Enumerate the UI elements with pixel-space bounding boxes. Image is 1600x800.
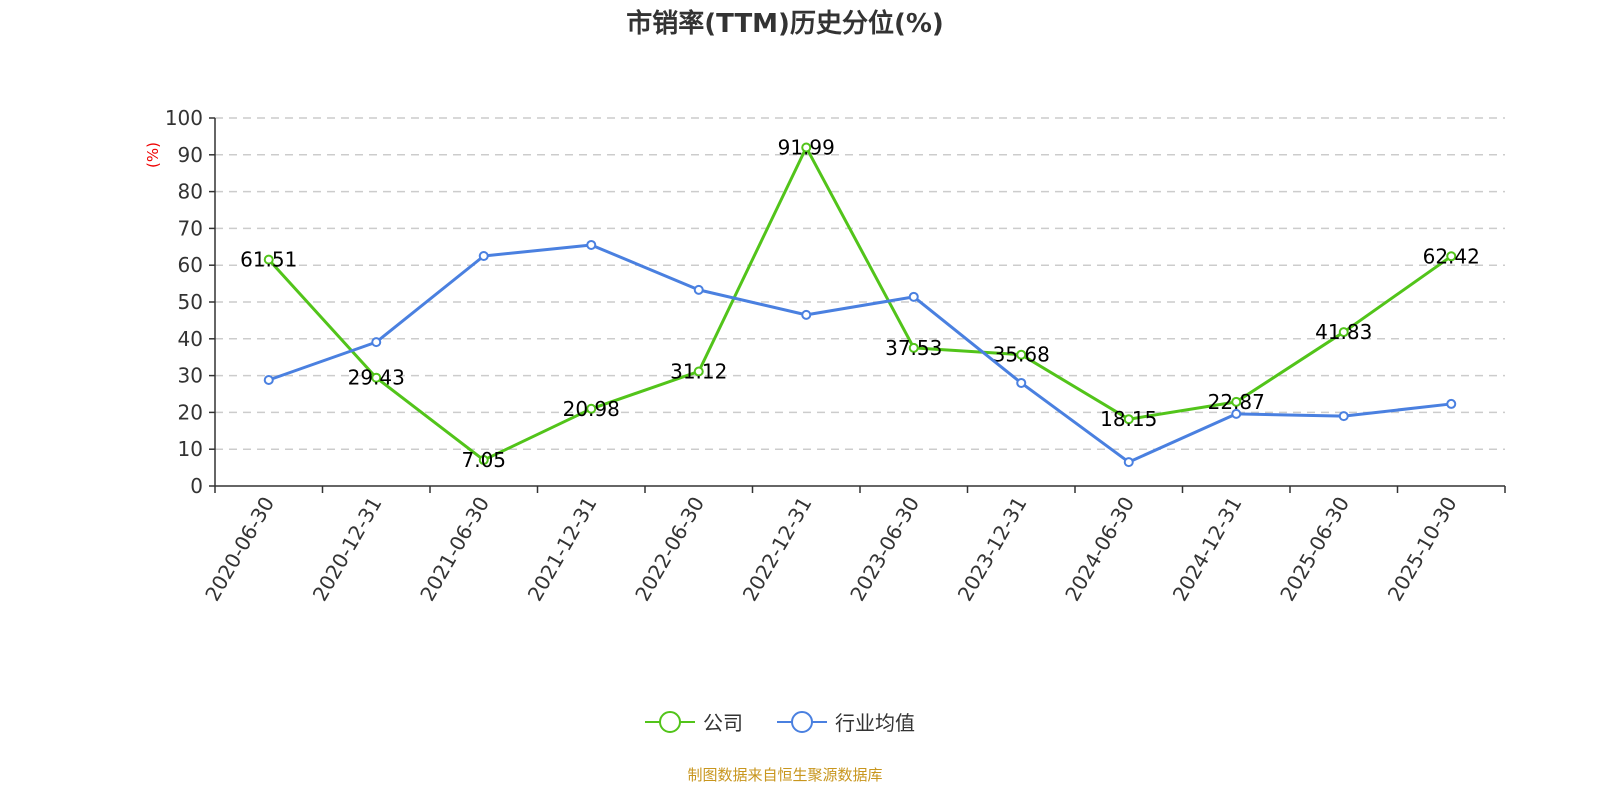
x-tick-label: 2025-10-30 <box>1383 493 1462 606</box>
x-tick-label: 2021-06-30 <box>415 493 494 606</box>
data-point <box>693 284 704 295</box>
y-tick-label: 80 <box>178 180 203 204</box>
y-tick-label: 100 <box>165 106 203 130</box>
series-line <box>267 145 1453 462</box>
data-point <box>478 251 489 261</box>
data-label: 41.83 <box>1315 320 1372 344</box>
x-tick-label: 2021-12-31 <box>523 493 602 606</box>
x-tick-label: 2020-06-30 <box>200 493 279 606</box>
data-point <box>263 254 274 265</box>
y-tick-label: 20 <box>178 400 203 424</box>
data-label: 91.99 <box>778 135 835 159</box>
x-tick-label: 2024-12-31 <box>1168 493 1247 606</box>
data-point <box>1338 327 1349 338</box>
x-tick-label: 2024-06-30 <box>1060 493 1139 606</box>
data-label: 37.53 <box>885 336 942 360</box>
legend-circle-icon <box>659 711 681 733</box>
x-tick-label: 2020-12-31 <box>308 493 387 606</box>
x-tick-label: 2022-12-31 <box>738 493 817 606</box>
data-point <box>1123 457 1134 468</box>
data-label: 35.68 <box>993 343 1050 367</box>
x-tick-label: 2023-06-30 <box>845 493 924 606</box>
data-point <box>801 142 812 153</box>
data-point <box>586 403 597 414</box>
data-label: 62.42 <box>1423 244 1480 268</box>
data-point <box>1338 411 1349 422</box>
data-point <box>263 375 274 386</box>
y-tick-label: 50 <box>178 290 203 314</box>
data-point <box>908 342 919 353</box>
legend-circle-icon <box>791 711 813 733</box>
grid-lines <box>215 117 1505 450</box>
legend-label: 公司 <box>703 711 743 735</box>
data-point <box>586 239 597 250</box>
y-tick-label: 60 <box>178 253 203 277</box>
legend-item[interactable]: 公司 <box>645 711 743 735</box>
data-point <box>1446 251 1457 262</box>
data-point <box>1016 377 1027 388</box>
y-tick-label: 10 <box>178 437 203 461</box>
data-label: 31.12 <box>670 359 727 383</box>
data-point <box>371 337 382 348</box>
series-line <box>268 243 1452 464</box>
legend-label: 行业均值 <box>835 711 915 735</box>
y-axis-label: (%) <box>144 142 162 168</box>
chart-title: 市销率(TTM)历史分位(%) <box>626 8 944 39</box>
data-point <box>693 366 704 377</box>
y-tick-label: 90 <box>178 143 203 167</box>
y-tick-label: 30 <box>178 364 203 388</box>
data-label: 20.98 <box>563 397 620 421</box>
y-tick-label: 70 <box>178 216 203 240</box>
data-point <box>1231 408 1242 419</box>
x-tick-label: 2022-06-30 <box>630 493 709 606</box>
x-tick-label: 2025-06-30 <box>1275 493 1354 606</box>
data-point <box>478 455 489 466</box>
axes: 0 10 20 30 40 50 60 70 80 90 100 2020-06-30 2020-12-… <box>165 106 1506 606</box>
series-group: 61.51 29.43 7.05 20.98 31.12 91.99 37.53 35.68 1… <box>240 135 1480 472</box>
data-point <box>371 372 382 383</box>
data-point <box>908 291 919 302</box>
series-industry-average <box>263 239 1457 468</box>
data-label: 61.51 <box>240 248 297 272</box>
legend-item[interactable]: 行业均值 <box>777 711 915 735</box>
data-point <box>801 309 812 320</box>
data-label: 18.15 <box>1100 407 1157 431</box>
data-point <box>1446 398 1457 409</box>
data-point <box>1123 414 1134 425</box>
data-point <box>1231 396 1242 407</box>
y-tick-label: 0 <box>190 474 203 498</box>
data-label: 7.05 <box>461 448 506 472</box>
source-note: 制图数据来自恒生聚源数据库 <box>687 766 882 784</box>
legend: 公司 行业均值 <box>645 711 915 735</box>
data-label: 29.43 <box>348 366 405 390</box>
series-company: 61.51 29.43 7.05 20.98 31.12 91.99 37.53 35.68 1… <box>240 135 1480 472</box>
y-tick-label: 40 <box>178 327 203 351</box>
x-tick-label: 2023-12-31 <box>953 493 1032 606</box>
data-point <box>1016 349 1027 360</box>
